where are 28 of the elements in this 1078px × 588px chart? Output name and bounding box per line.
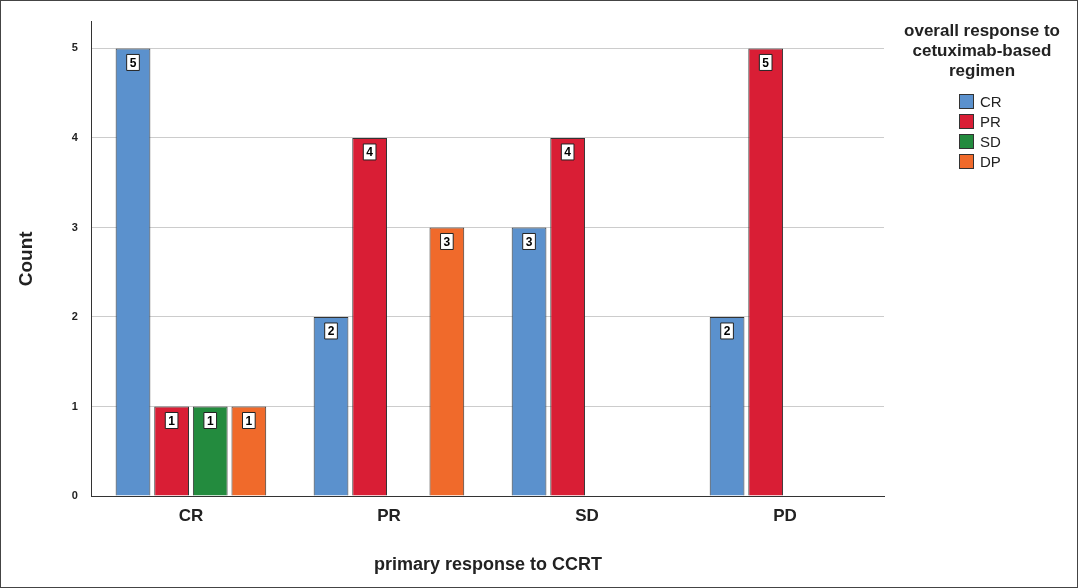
legend-label: CR <box>980 92 1002 110</box>
y-tick-label: 4 <box>71 130 79 143</box>
data-label: 5 <box>129 55 137 70</box>
legend-label: SD <box>980 132 1001 150</box>
y-axis-title: Count <box>14 230 36 287</box>
y-tick-label: 1 <box>71 399 78 412</box>
legend-label: PR <box>980 112 1001 130</box>
x-axis-title: primary response to CCRT <box>373 554 602 575</box>
data-label: 1 <box>206 413 214 428</box>
data-label: 3 <box>443 234 451 249</box>
x-tick-label: SD <box>575 505 599 525</box>
x-tick-label: CR <box>178 505 204 525</box>
legend-label: DP <box>980 152 1001 170</box>
legend-title: overall response to cetuximab-based regimen <box>903 21 1061 81</box>
data-label: 1 <box>245 413 253 428</box>
y-tick-label: 3 <box>71 220 78 233</box>
y-tick-label: 5 <box>71 41 78 54</box>
data-label: 4 <box>366 145 374 160</box>
y-tick-label: 2 <box>71 310 78 323</box>
data-label: 4 <box>564 145 572 160</box>
x-tick-label: PR <box>377 505 401 525</box>
y-tick-label: 0 <box>71 489 78 502</box>
data-label: 5 <box>762 55 770 70</box>
data-label: 2 <box>723 324 731 339</box>
data-label: 3 <box>525 234 533 249</box>
data-label: 2 <box>327 324 335 339</box>
data-label: 1 <box>168 413 176 428</box>
x-tick-label: PD <box>773 505 797 525</box>
